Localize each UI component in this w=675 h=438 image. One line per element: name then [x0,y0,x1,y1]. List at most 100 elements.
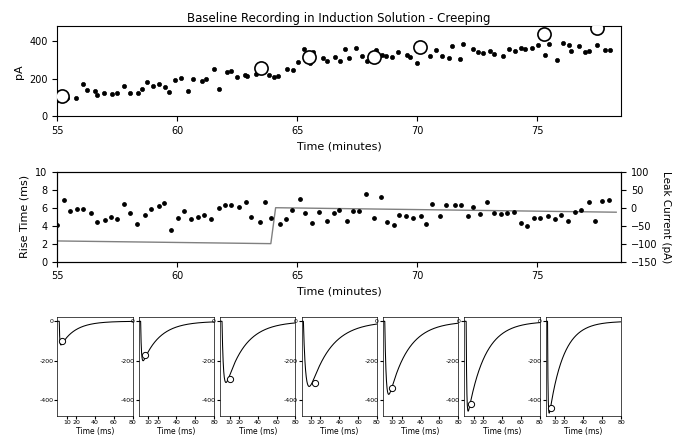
Point [89,88,100,95]
Point [192,214,203,221]
Point [489,210,500,217]
Point [317,54,328,61]
Point [256,65,267,72]
Point [591,25,602,32]
Point [539,51,550,58]
Point [362,58,373,65]
Point [347,207,358,214]
Point [147,83,158,90]
Point [224,375,235,382]
Point [112,89,123,96]
Point [214,205,225,212]
Point [498,52,509,59]
Point [386,53,397,60]
Point [321,58,332,65]
Point [280,215,291,223]
Point [529,214,540,221]
Point [82,86,92,93]
Point [566,48,576,55]
Point [328,210,339,217]
Point [240,71,251,78]
Point [603,197,614,204]
Point [329,53,340,60]
Point [516,45,526,52]
Point [286,206,297,213]
Point [52,221,63,228]
Point [111,216,122,223]
Point [105,213,116,220]
Point [153,202,164,209]
Point [196,78,207,85]
Point [125,210,136,217]
Point [240,199,251,206]
Point [526,44,537,51]
Point [468,46,479,53]
Point [58,90,69,97]
Point [562,218,573,225]
Point [350,45,361,52]
Point [250,71,261,78]
Point [369,214,379,221]
Point [502,210,512,217]
Point [444,55,455,62]
Point [401,212,412,219]
Point [402,52,413,59]
Point [475,210,486,217]
Point [369,53,379,60]
Point [170,77,181,84]
Point [387,385,398,392]
Point [394,211,404,218]
Point [414,43,425,50]
Point [159,199,169,206]
Title: Baseline Recording in Induction Solution - Creeping: Baseline Recording in Induction Solution… [188,12,491,25]
Point [86,209,97,216]
Point [441,202,452,209]
Point [214,86,225,93]
Point [477,49,488,56]
Point [421,221,431,228]
X-axis label: Time (minutes): Time (minutes) [297,287,381,297]
Point [256,63,267,70]
Point [145,205,156,212]
Point [360,191,371,198]
Point [599,47,610,54]
X-axis label: Time (ms): Time (ms) [483,427,521,436]
Point [419,44,430,51]
Point [273,72,284,79]
Point [206,216,217,223]
Point [260,198,271,205]
Point [72,206,82,213]
Y-axis label: Leak Current (pA): Leak Current (pA) [662,170,671,263]
Point [551,57,562,64]
X-axis label: Time (ms): Time (ms) [76,427,114,436]
X-axis label: Time (ms): Time (ms) [320,427,358,436]
Point [580,48,591,55]
Point [188,75,198,82]
Point [275,220,286,227]
Point [254,219,265,226]
Point [225,67,236,74]
Point [520,46,531,53]
X-axis label: Time (ms): Time (ms) [239,427,277,436]
Point [232,74,242,81]
Point [226,201,237,208]
Point [163,89,174,96]
Point [242,73,252,80]
Point [570,208,580,215]
Point [356,53,367,60]
Point [342,217,352,224]
Point [549,215,560,222]
Point [574,43,585,50]
X-axis label: Time (minutes): Time (minutes) [297,141,381,152]
Point [344,54,355,61]
Point [199,211,210,218]
Point [70,95,81,102]
Point [415,213,426,220]
Point [308,48,319,55]
Point [515,219,526,226]
Point [321,217,332,224]
Point [583,198,594,205]
Point [176,74,186,81]
Point [304,60,315,67]
Point [266,215,277,222]
